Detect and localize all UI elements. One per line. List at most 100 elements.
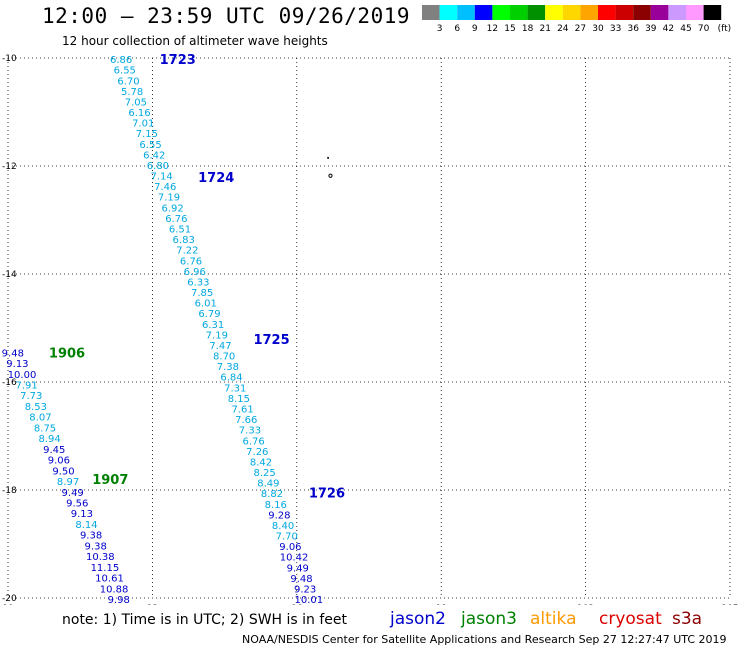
wave-height-value: 8.16 bbox=[265, 500, 287, 511]
wave-height-value: 7.15 bbox=[136, 129, 158, 140]
wave-height-value: 6.55 bbox=[139, 140, 161, 151]
legend-swatch bbox=[439, 5, 458, 20]
wave-height-value: 9.38 bbox=[80, 531, 102, 542]
wave-height-value: 7.05 bbox=[125, 97, 147, 108]
legend-swatch bbox=[527, 5, 546, 20]
wave-height-value: 10.38 bbox=[86, 552, 115, 563]
latitude-tick-label: -14 bbox=[2, 270, 17, 280]
wave-height-value: 7.31 bbox=[224, 383, 246, 394]
wave-height-value: 8.97 bbox=[57, 477, 79, 488]
wave-height-value: 8.70 bbox=[213, 352, 235, 363]
longitude-tick-label: 93 bbox=[147, 604, 158, 605]
pass-number-label: 1906 bbox=[49, 346, 85, 361]
satellite-cryosat: cryosat bbox=[599, 609, 662, 629]
wave-height-value: 9.49 bbox=[287, 563, 309, 574]
wave-height-value: 9.50 bbox=[52, 466, 74, 477]
legend-tick-label: 15 bbox=[504, 24, 515, 34]
legend-swatch bbox=[474, 5, 493, 20]
wave-height-value: 7.85 bbox=[191, 288, 213, 299]
legend-tick-label: 27 bbox=[575, 24, 586, 34]
legend-swatch bbox=[580, 5, 598, 20]
wave-height-value: 6.79 bbox=[198, 309, 220, 320]
wave-height-value: 9.49 bbox=[62, 488, 84, 499]
wave-height-value: 7.33 bbox=[239, 426, 261, 437]
wave-height-value: 8.53 bbox=[25, 402, 47, 413]
wave-height-value: 9.98 bbox=[108, 595, 130, 605]
wave-height-value: 10.01 bbox=[295, 595, 324, 605]
legend-swatch bbox=[510, 5, 528, 20]
legend-swatch bbox=[650, 5, 669, 20]
wave-height-value: 5.78 bbox=[121, 87, 143, 98]
legend-swatch bbox=[457, 5, 475, 20]
wave-height-value: 7.66 bbox=[235, 415, 257, 426]
wave-height-value: 8.15 bbox=[228, 394, 250, 405]
wave-height-value: 6.31 bbox=[202, 320, 224, 331]
wave-height-value: 7.73 bbox=[20, 391, 42, 402]
wave-height-value: 7.46 bbox=[154, 182, 176, 193]
wave-height-value: 6.55 bbox=[114, 66, 136, 77]
legend-swatch bbox=[598, 5, 616, 20]
legend-unit: (ft) bbox=[718, 24, 732, 34]
page-title: 12:00 – 23:59 UTC 09/26/2019 bbox=[42, 4, 411, 28]
pass-number-label: 1723 bbox=[160, 53, 196, 68]
longitude-tick-label: 90 bbox=[2, 604, 14, 605]
wave-height-value: 10.88 bbox=[100, 584, 129, 595]
satellite-s3a: s3a bbox=[672, 609, 703, 629]
wave-height-value: 9.56 bbox=[66, 499, 88, 510]
latitude-tick-label: -12 bbox=[2, 162, 17, 172]
satellite-altika: altika bbox=[530, 609, 577, 629]
wave-height-value: 11.15 bbox=[91, 563, 120, 574]
satellite-jason3: jason3 bbox=[461, 609, 517, 629]
wave-height-value: 7.26 bbox=[246, 447, 268, 458]
wave-height-value: 8.42 bbox=[250, 457, 272, 468]
wave-height-value: 6.83 bbox=[173, 235, 195, 246]
legend-swatch bbox=[562, 5, 581, 20]
color-legend: 3 6 9 12 15 18 21 24 27 30 33 36 39 42 45 70 (ft) bbox=[422, 5, 732, 34]
latitude-tick-label: -18 bbox=[2, 486, 17, 496]
wave-height-value: 6.86 bbox=[110, 55, 132, 66]
latitude-tick-label: -16 bbox=[2, 378, 17, 388]
satellite-jason2: jason2 bbox=[390, 609, 446, 629]
page-subtitle: 12 hour collection of altimeter wave hei… bbox=[62, 34, 328, 48]
wave-height-value: 8.94 bbox=[39, 434, 61, 445]
wave-height-value: 6.96 bbox=[184, 267, 206, 278]
legend-tick-label: 42 bbox=[663, 24, 674, 34]
pass-number-label: 1907 bbox=[92, 473, 128, 488]
wave-height-value: 7.19 bbox=[206, 330, 228, 341]
island-mark bbox=[327, 156, 330, 159]
legend-tick-label: 6 bbox=[454, 24, 460, 34]
legend-swatch bbox=[633, 5, 651, 20]
wave-height-value: 8.40 bbox=[272, 521, 294, 532]
legend-tick-label: 12 bbox=[487, 24, 498, 34]
legend-swatch bbox=[422, 5, 440, 20]
wave-height-value: 10.00 bbox=[8, 370, 37, 381]
wave-height-value: 6.76 bbox=[165, 214, 187, 225]
wave-height-value: 7.22 bbox=[176, 246, 198, 257]
wave-height-value: 7.91 bbox=[15, 380, 37, 391]
legend-tick-label: 36 bbox=[627, 24, 639, 34]
wave-height-value: 6.92 bbox=[162, 203, 184, 214]
wave-height-value: 9.45 bbox=[43, 445, 65, 456]
wave-height-value: 8.49 bbox=[257, 479, 279, 490]
legend-swatch bbox=[686, 5, 704, 20]
longitude-tick-label: 99 bbox=[435, 604, 447, 605]
legend-swatch bbox=[492, 5, 510, 20]
wave-height-value: 6.76 bbox=[180, 256, 202, 267]
latitude-tick-label: -10 bbox=[2, 54, 17, 64]
wave-height-value: 10.42 bbox=[280, 553, 309, 564]
pass-number-label: 1724 bbox=[198, 171, 234, 186]
legend-swatch bbox=[703, 5, 722, 20]
wave-height-value: 6.51 bbox=[169, 224, 191, 235]
legend-swatch bbox=[615, 5, 634, 20]
wave-height-value: 6.70 bbox=[117, 76, 139, 87]
legend-tick-label: 3 bbox=[437, 24, 443, 34]
legend-tick-label: 70 bbox=[698, 24, 710, 34]
wave-height-value: 9.23 bbox=[294, 584, 316, 595]
legend-tick-label: 24 bbox=[557, 24, 569, 34]
wave-height-value: 9.13 bbox=[6, 359, 28, 370]
wave-height-value: 7.61 bbox=[231, 404, 253, 415]
wave-height-value: 7.47 bbox=[209, 341, 231, 352]
wave-height-value: 9.28 bbox=[268, 510, 290, 521]
wave-height-value: 6.84 bbox=[220, 373, 242, 384]
wave-height-value: 8.25 bbox=[254, 468, 276, 479]
